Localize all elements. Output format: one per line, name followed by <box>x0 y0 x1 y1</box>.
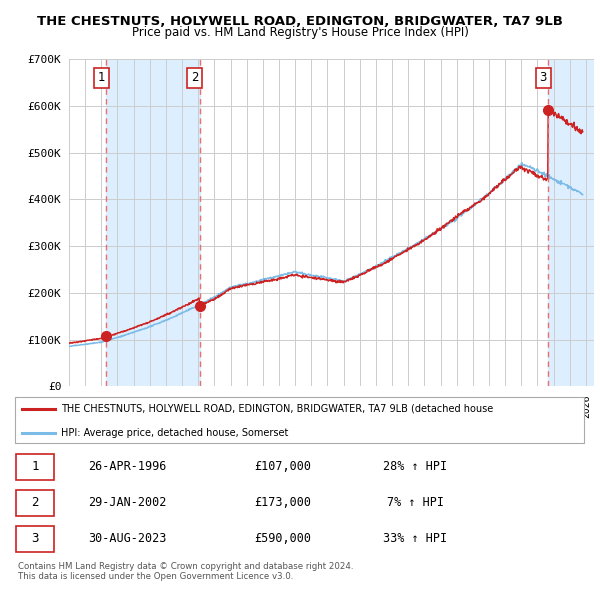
Text: 2: 2 <box>191 71 199 84</box>
FancyBboxPatch shape <box>16 490 54 516</box>
Text: THE CHESTNUTS, HOLYWELL ROAD, EDINGTON, BRIDGWATER, TA7 9LB: THE CHESTNUTS, HOLYWELL ROAD, EDINGTON, … <box>37 15 563 28</box>
Text: Contains HM Land Registry data © Crown copyright and database right 2024.: Contains HM Land Registry data © Crown c… <box>18 562 353 571</box>
Text: Price paid vs. HM Land Registry's House Price Index (HPI): Price paid vs. HM Land Registry's House … <box>131 26 469 39</box>
Text: 30-AUG-2023: 30-AUG-2023 <box>88 533 166 546</box>
Text: £107,000: £107,000 <box>254 460 311 473</box>
Text: 33% ↑ HPI: 33% ↑ HPI <box>383 533 447 546</box>
Text: 3: 3 <box>31 533 39 546</box>
FancyBboxPatch shape <box>16 454 54 480</box>
FancyBboxPatch shape <box>15 397 584 444</box>
Bar <box>548 59 594 386</box>
Text: £173,000: £173,000 <box>254 496 311 510</box>
Text: HPI: Average price, detached house, Somerset: HPI: Average price, detached house, Some… <box>61 428 289 438</box>
Text: This data is licensed under the Open Government Licence v3.0.: This data is licensed under the Open Gov… <box>18 572 293 581</box>
Text: THE CHESTNUTS, HOLYWELL ROAD, EDINGTON, BRIDGWATER, TA7 9LB (detached house: THE CHESTNUTS, HOLYWELL ROAD, EDINGTON, … <box>61 404 493 414</box>
Text: 3: 3 <box>539 71 547 84</box>
Text: 1: 1 <box>31 460 39 473</box>
Text: 26-APR-1996: 26-APR-1996 <box>88 460 166 473</box>
Bar <box>106 59 200 386</box>
FancyBboxPatch shape <box>16 526 54 552</box>
Text: £590,000: £590,000 <box>254 533 311 546</box>
Text: 2: 2 <box>31 496 39 510</box>
Text: 7% ↑ HPI: 7% ↑ HPI <box>387 496 444 510</box>
Text: 29-JAN-2002: 29-JAN-2002 <box>88 496 166 510</box>
Text: 1: 1 <box>98 71 106 84</box>
Text: 28% ↑ HPI: 28% ↑ HPI <box>383 460 447 473</box>
